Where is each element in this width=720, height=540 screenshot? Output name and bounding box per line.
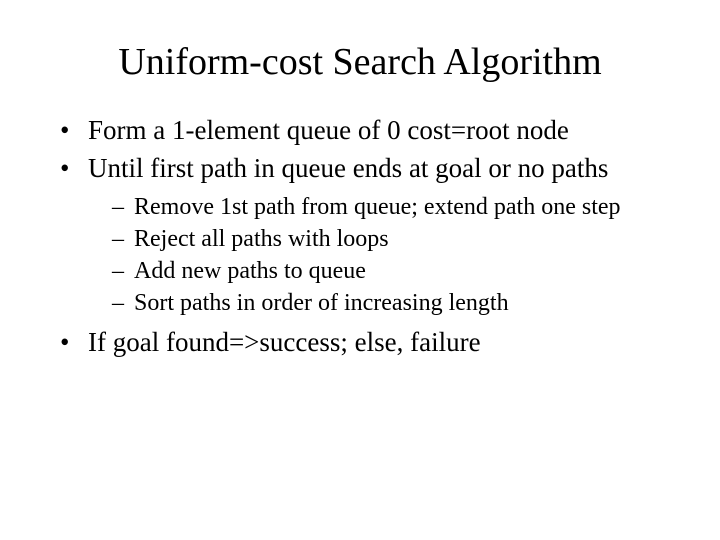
- sub-bullet-item: Sort paths in order of increasing length: [112, 288, 680, 318]
- bullet-item: If goal found=>success; else, failure: [60, 326, 680, 360]
- bullet-text: Until first path in queue ends at goal o…: [88, 153, 608, 183]
- slide: Uniform-cost Search Algorithm Form a 1-e…: [0, 0, 720, 540]
- sub-bullet-text: Add new paths to queue: [134, 258, 366, 284]
- sub-bullet-item: Add new paths to queue: [112, 256, 680, 286]
- bullet-text: Form a 1-element queue of 0 cost=root no…: [88, 115, 569, 145]
- bullet-text: If goal found=>success; else, failure: [88, 327, 481, 357]
- sub-bullet-text: Reject all paths with loops: [134, 226, 389, 252]
- sub-bullet-text: Remove 1st path from queue; extend path …: [134, 194, 621, 220]
- sub-bullet-item: Remove 1st path from queue; extend path …: [112, 192, 680, 222]
- sub-bullet-list: Remove 1st path from queue; extend path …: [112, 192, 680, 318]
- bullet-item: Form a 1-element queue of 0 cost=root no…: [60, 114, 680, 148]
- bullet-list: Form a 1-element queue of 0 cost=root no…: [60, 114, 680, 359]
- slide-title: Uniform-cost Search Algorithm: [40, 40, 680, 84]
- bullet-item: Until first path in queue ends at goal o…: [60, 152, 680, 318]
- sub-bullet-item: Reject all paths with loops: [112, 224, 680, 254]
- sub-bullet-text: Sort paths in order of increasing length: [134, 290, 509, 316]
